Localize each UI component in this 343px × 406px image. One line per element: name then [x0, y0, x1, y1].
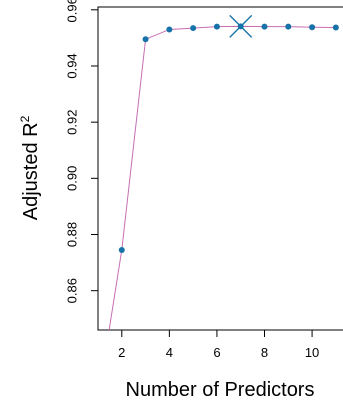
y-tick-label: 0.86 [65, 278, 80, 303]
plot-frame [97, 6, 343, 331]
x-tick-label: 8 [261, 345, 268, 360]
data-point [142, 36, 149, 43]
data-point [190, 25, 197, 32]
y-tick-label: 0.92 [65, 110, 80, 135]
x-axis-title: Number of Predictors [126, 379, 315, 401]
data-point [261, 23, 268, 30]
x-axis: 2 4 6 8 10 [118, 330, 319, 360]
data-point [213, 23, 220, 30]
x-tick-label: 10 [305, 345, 319, 360]
y-tick-label: 0.90 [65, 166, 80, 191]
y-axis-title: Adjusted R2 [18, 115, 42, 220]
max-highlight-marker [229, 14, 253, 38]
data-point [95, 397, 101, 403]
data-point [332, 24, 339, 31]
x-tick-label: 6 [213, 345, 220, 360]
x-tick-label: 2 [118, 345, 125, 360]
data-point [166, 26, 173, 33]
highlight-cross-stroke [229, 14, 253, 38]
y-tick-label: 0.94 [65, 53, 80, 78]
data-point [309, 24, 316, 31]
x-tick-label: 4 [166, 345, 173, 360]
y-axis-title-main: Adjusted R [20, 122, 42, 220]
y-tick-label: 0.96 [65, 0, 80, 22]
y-axis-title-superscript: 2 [18, 115, 32, 122]
data-point [285, 23, 292, 30]
y-tick-label: 0.88 [65, 222, 80, 247]
data-point [118, 246, 125, 253]
y-axis: 0.86 0.88 0.90 0.92 0.94 0.96 [65, 0, 98, 303]
